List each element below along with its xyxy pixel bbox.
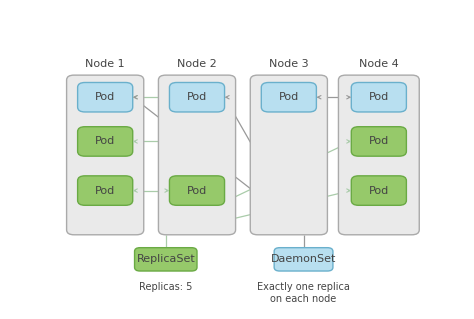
Text: Node 3: Node 3 bbox=[269, 59, 309, 69]
FancyBboxPatch shape bbox=[158, 75, 236, 235]
Text: Node 4: Node 4 bbox=[359, 59, 399, 69]
FancyBboxPatch shape bbox=[274, 248, 333, 271]
FancyBboxPatch shape bbox=[78, 127, 133, 156]
Text: Node 2: Node 2 bbox=[177, 59, 217, 69]
FancyBboxPatch shape bbox=[169, 83, 225, 112]
Text: Node 1: Node 1 bbox=[85, 59, 125, 69]
FancyBboxPatch shape bbox=[351, 127, 406, 156]
FancyBboxPatch shape bbox=[250, 75, 328, 235]
FancyBboxPatch shape bbox=[169, 176, 225, 205]
FancyBboxPatch shape bbox=[66, 75, 144, 235]
FancyBboxPatch shape bbox=[78, 176, 133, 205]
Text: Pod: Pod bbox=[187, 186, 207, 196]
FancyBboxPatch shape bbox=[78, 83, 133, 112]
Text: Exactly one replica
on each node: Exactly one replica on each node bbox=[257, 282, 350, 304]
Text: Pod: Pod bbox=[95, 92, 115, 102]
Text: Pod: Pod bbox=[95, 137, 115, 146]
Text: Pod: Pod bbox=[369, 137, 389, 146]
FancyBboxPatch shape bbox=[261, 83, 317, 112]
Text: Pod: Pod bbox=[369, 92, 389, 102]
FancyBboxPatch shape bbox=[338, 75, 419, 235]
Text: ReplicaSet: ReplicaSet bbox=[137, 254, 195, 264]
Text: Pod: Pod bbox=[369, 186, 389, 196]
FancyBboxPatch shape bbox=[351, 176, 406, 205]
Text: DaemonSet: DaemonSet bbox=[271, 254, 336, 264]
Text: Pod: Pod bbox=[95, 186, 115, 196]
Text: Replicas: 5: Replicas: 5 bbox=[139, 282, 192, 292]
Text: Pod: Pod bbox=[279, 92, 299, 102]
FancyBboxPatch shape bbox=[351, 83, 406, 112]
Text: Pod: Pod bbox=[187, 92, 207, 102]
FancyBboxPatch shape bbox=[135, 248, 197, 271]
